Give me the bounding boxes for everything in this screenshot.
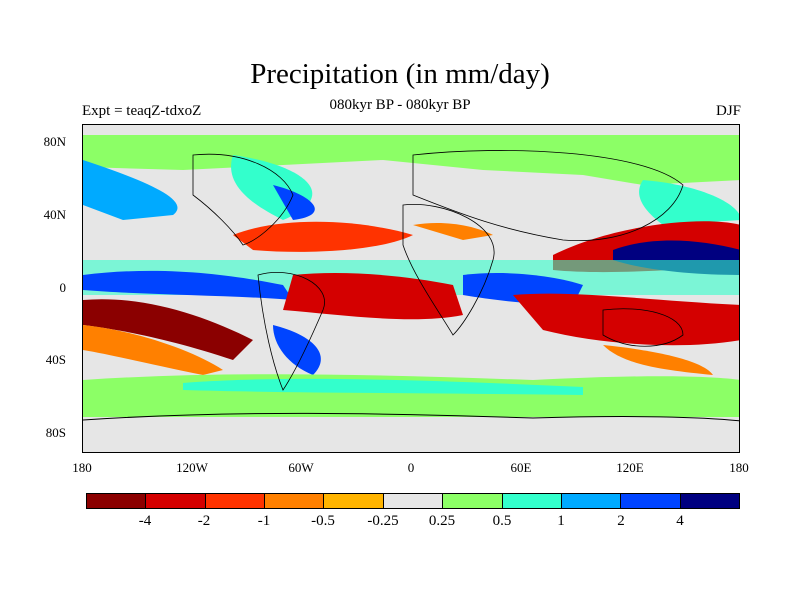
lat-tick-80n: 80N: [43, 134, 66, 149]
lat-tick-0: 0: [59, 280, 67, 295]
colorbar-label: -0.5: [311, 513, 335, 529]
colorbar-swatch: [146, 494, 206, 508]
season-label: DJF: [715, 103, 741, 119]
lon-tick-180w: 180: [72, 460, 92, 475]
field-north-green: [83, 135, 739, 185]
field-pacific-blue: [83, 270, 293, 300]
colorbar-label: 1: [557, 513, 565, 529]
antarctica-coast: [83, 412, 739, 422]
south-america-coast: [257, 271, 325, 391]
field-mideast-orange: [413, 223, 493, 240]
lon-tick-120w: 120W: [176, 460, 208, 475]
colorbar-swatch: [324, 494, 384, 508]
north-america-coast: [192, 153, 294, 246]
eurasia-coast: [412, 150, 684, 242]
field-satlantic-blue: [273, 325, 321, 375]
map-svg: [83, 125, 739, 452]
colorbar-swatch: [561, 494, 622, 508]
field-spcz-darkred: [83, 299, 253, 360]
field-australia-orange: [603, 345, 713, 375]
lon-tick-60w: 60W: [288, 460, 314, 475]
field-atlantic-red: [233, 221, 413, 252]
lon-tick-120e: 120E: [616, 460, 644, 475]
field-spcz-orange: [83, 325, 223, 375]
field-southern-cyan: [183, 378, 583, 395]
colorbar-swatch: [87, 494, 147, 508]
colorbar-label: 2: [617, 513, 625, 529]
colorbar-label: 4: [676, 513, 684, 529]
colorbar-swatch: [383, 494, 444, 508]
map-title: Precipitation (in mm/day): [250, 58, 550, 90]
period-label: 080kyr BP - 080kyr BP: [329, 97, 471, 113]
colorbar-label: -4: [138, 513, 152, 529]
colorbar-label: 0.25: [428, 513, 456, 529]
colorbar: [86, 493, 740, 509]
lat-tick-40n: 40N: [43, 207, 66, 222]
precipitation-map: [82, 124, 740, 453]
australia-coast: [602, 308, 684, 347]
lat-tick-40s: 40S: [45, 352, 66, 367]
field-samerica-red: [283, 273, 463, 320]
lon-tick-60e: 60E: [510, 460, 532, 475]
field-natlantic-blue: [273, 185, 315, 220]
experiment-label: Expt = teaqZ-tdxoZ: [82, 103, 202, 119]
field-nepacific-blue: [83, 160, 178, 220]
colorbar-label: 0.5: [492, 513, 512, 529]
colorbar-swatch: [205, 494, 266, 508]
colorbar-swatch: [680, 494, 739, 508]
colorbar-swatch: [502, 494, 562, 508]
lat-tick-80s: 80S: [45, 425, 66, 440]
colorbar-swatch: [621, 494, 681, 508]
colorbar-swatch: [265, 494, 325, 508]
colorbar-label: -2: [197, 513, 211, 529]
africa-coast: [402, 203, 495, 336]
colorbar-label: -0.25: [367, 513, 399, 529]
lon-tick-0: 0: [407, 460, 415, 475]
colorbar-swatch: [443, 494, 503, 508]
colorbar-label: -1: [257, 513, 271, 529]
lon-tick-180e: 180: [729, 460, 749, 475]
